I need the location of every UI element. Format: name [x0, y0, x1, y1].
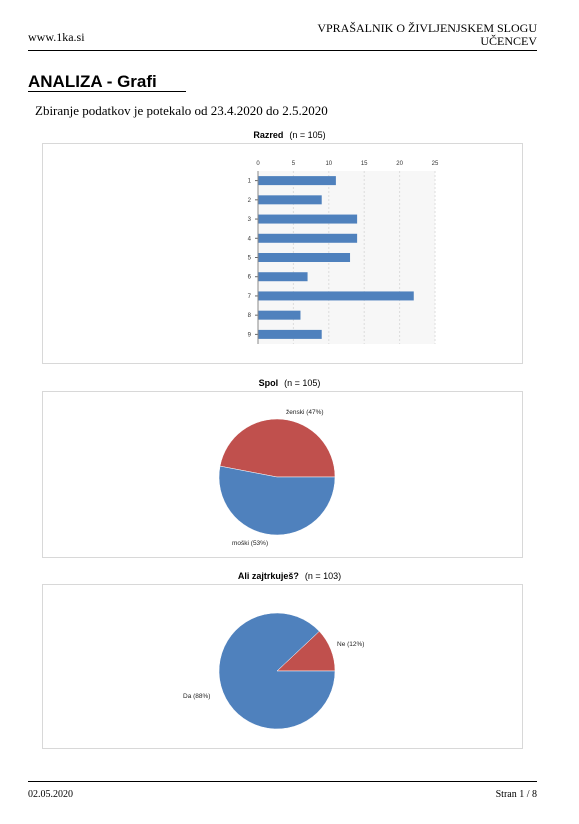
site-url: www.1ka.si — [28, 30, 85, 44]
y-tick-label: 2 — [248, 198, 252, 204]
y-tick-label: 5 — [248, 256, 252, 262]
document-title: VPRAŠALNIK O ŽIVLJENJSKEM SLOGU UČENCEV — [317, 22, 537, 48]
title-underline — [28, 91, 186, 92]
pie-slice — [219, 418, 336, 478]
bar-chart-razred: 0 5 10 15 20 25 1 2 3 4 5 6 7 8 9 — [42, 143, 523, 364]
pie-slice — [218, 612, 336, 730]
slice-label: ženski (47%) — [286, 409, 324, 416]
chart-title-razred: Razred (n = 105) — [0, 130, 579, 140]
chart-title-text: Ali zajtrkuješ? — [237, 571, 299, 581]
x-tick-label: 15 — [361, 161, 368, 167]
chart-n-label: (n = 103) — [304, 571, 342, 581]
bar — [258, 291, 414, 301]
pie-chart-zajtrk: Ne (12%) Da (88%) — [42, 584, 523, 749]
pie-chart-canvas: Ne (12%) Da (88%) — [183, 612, 364, 730]
bar-chart-canvas: 0 5 10 15 20 25 1 2 3 4 5 6 7 8 9 — [248, 161, 439, 344]
bar — [258, 195, 322, 205]
slice-label: Ne (12%) — [337, 641, 364, 648]
slice-label: Da (88%) — [183, 693, 210, 700]
page-title: ANALIZA - Grafi — [28, 72, 157, 91]
footer-date: 02.05.2020 — [28, 789, 73, 800]
pie-slice — [218, 465, 336, 536]
document-title-line1: VPRAŠALNIK O ŽIVLJENJSKEM SLOGU — [317, 21, 537, 35]
y-tick-label: 3 — [248, 217, 252, 223]
bar — [258, 176, 336, 186]
y-tick-label: 9 — [248, 332, 252, 338]
y-tick-label: 4 — [248, 236, 252, 242]
bar — [258, 233, 358, 243]
x-tick-label: 10 — [325, 161, 332, 167]
footer-page-number: Stran 1 / 8 — [495, 789, 537, 800]
chart-title-text: Spol — [258, 378, 279, 388]
x-tick-label: 0 — [256, 161, 260, 167]
chart-n-label: (n = 105) — [284, 378, 321, 388]
y-tick-label: 8 — [248, 313, 252, 319]
y-tick-label: 1 — [248, 179, 252, 185]
bar — [258, 272, 308, 282]
chart-n-label: (n = 105) — [289, 130, 326, 140]
footer-divider — [28, 781, 537, 782]
header-divider — [28, 50, 537, 51]
y-tick-label: 6 — [248, 275, 252, 281]
slice-label: moški (53%) — [232, 540, 268, 547]
x-tick-label: 20 — [396, 161, 403, 167]
bar — [258, 214, 358, 224]
x-tick-label: 25 — [432, 161, 439, 167]
bar — [258, 253, 351, 262]
pie-chart-spol: ženski (47%) moški (53%) — [42, 391, 523, 558]
chart-title-spol: Spol (n = 105) — [0, 378, 579, 388]
x-tick-label: 5 — [292, 161, 296, 167]
chart-title-zajtrk: Ali zajtrkuješ? (n = 103) — [0, 571, 579, 581]
bar — [258, 310, 301, 320]
page-subtitle: Zbiranje podatkov je potekalo od 23.4.20… — [35, 103, 328, 118]
y-tick-label: 7 — [248, 294, 252, 300]
chart-title-text: Razred — [253, 130, 284, 140]
pie-chart-canvas: ženski (47%) moški (53%) — [218, 409, 336, 547]
document-title-line2: UČENCEV — [480, 34, 537, 48]
bar — [258, 329, 322, 339]
